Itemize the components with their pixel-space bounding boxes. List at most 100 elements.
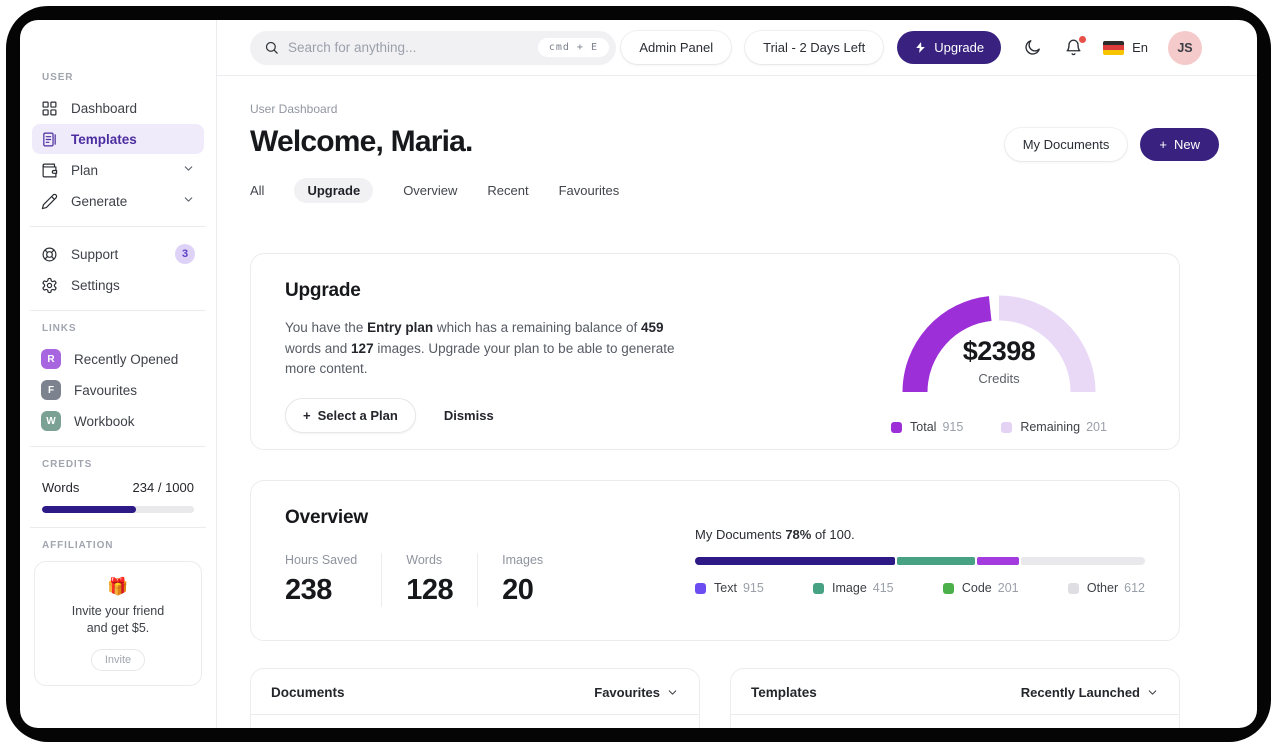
stat-words: Words 128 bbox=[381, 553, 477, 607]
topbar-right: Admin Panel Trial - 2 Days Left Upgrade … bbox=[621, 30, 1202, 65]
overview-card-title: Overview bbox=[285, 507, 368, 528]
gauge-value: $2398 bbox=[962, 336, 1036, 366]
bottom-cards: Documents Favourites Untitled Document i… bbox=[250, 668, 1180, 728]
upgrade-card-title: Upgrade bbox=[285, 280, 361, 301]
stat-hours-saved: Hours Saved 238 bbox=[285, 553, 358, 606]
documents-filter-label: Favourites bbox=[594, 685, 660, 700]
legend-remaining: Remaining 201 bbox=[1001, 420, 1107, 434]
documents-card-header: Documents Favourites bbox=[251, 669, 699, 715]
sidebar-link-workbook[interactable]: W Workbook bbox=[32, 406, 204, 436]
affiliation-line2: and get $5. bbox=[86, 621, 150, 635]
gauge-chart: $2398 Credits bbox=[884, 280, 1114, 405]
wallet-icon bbox=[41, 162, 58, 179]
sidebar-section-user: USER bbox=[42, 72, 74, 83]
app-window: USER Dashboard Templates Plan Generate S… bbox=[20, 20, 1257, 728]
divider bbox=[30, 446, 206, 447]
new-button[interactable]: + New bbox=[1140, 128, 1219, 161]
germany-flag-icon bbox=[1103, 40, 1125, 55]
sidebar-section-links: LINKS bbox=[42, 323, 77, 334]
template-list-item[interactable]: Blog Post Title in Workbook bbox=[731, 715, 1179, 728]
documents-progress-bar bbox=[695, 557, 1145, 565]
select-plan-button[interactable]: + Select a Plan bbox=[285, 397, 416, 433]
page-content: User Dashboard Welcome, Maria. My Docume… bbox=[217, 76, 1257, 728]
sidebar-link-recently-opened[interactable]: R Recently Opened bbox=[32, 344, 204, 374]
language-label: En bbox=[1132, 40, 1148, 55]
link-initial-badge: R bbox=[41, 349, 61, 369]
legend-total: Total 915 bbox=[891, 420, 963, 434]
legend-swatch bbox=[942, 582, 954, 594]
sidebar-item-plan[interactable]: Plan bbox=[32, 155, 204, 185]
tab-all[interactable]: All bbox=[250, 182, 265, 198]
upgrade-button-label: Upgrade bbox=[934, 40, 985, 55]
select-plan-label: Select a Plan bbox=[317, 407, 398, 423]
breadcrumb: User Dashboard bbox=[250, 102, 338, 116]
documents-card-title: Documents bbox=[271, 685, 345, 700]
documents-filter-dropdown[interactable]: Favourites bbox=[594, 685, 679, 700]
bar-segment-text bbox=[695, 557, 895, 565]
affiliation-text: Invite your friend and get $5. bbox=[45, 603, 191, 637]
search-bar[interactable]: cmd + E bbox=[250, 30, 616, 65]
sidebar-item-label: Templates bbox=[71, 131, 137, 147]
templates-card-header: Templates Recently Launched bbox=[731, 669, 1179, 715]
avatar[interactable]: JS bbox=[1168, 30, 1202, 65]
notifications-button[interactable] bbox=[1064, 36, 1087, 57]
sidebar-item-label: Plan bbox=[71, 162, 99, 178]
overview-card: Overview Hours Saved 238 Words 128 Image… bbox=[250, 480, 1180, 641]
upgrade-card: Upgrade You have the Entry plan which ha… bbox=[250, 253, 1180, 450]
moon-icon bbox=[1025, 40, 1040, 55]
sidebar-link-favourites[interactable]: F Favourites bbox=[32, 375, 204, 405]
templates-card-title: Templates bbox=[751, 685, 817, 700]
topbar: cmd + E Admin Panel Trial - 2 Days Left … bbox=[217, 20, 1257, 76]
trial-badge-button[interactable]: Trial - 2 Days Left bbox=[745, 31, 884, 64]
tab-favourites[interactable]: Favourites bbox=[558, 182, 620, 198]
link-initial-badge: F bbox=[41, 380, 61, 400]
grid-icon bbox=[41, 100, 58, 117]
credits-value: 234 / 1000 bbox=[132, 480, 194, 495]
invite-button[interactable]: Invite bbox=[90, 649, 146, 671]
overview-left: Overview Hours Saved 238 Words 128 Image… bbox=[285, 507, 567, 614]
documents-card: Documents Favourites Untitled Document i… bbox=[250, 668, 700, 728]
document-list-item[interactable]: Untitled Document in Workbook bbox=[251, 715, 699, 728]
sidebar-item-dashboard[interactable]: Dashboard bbox=[32, 93, 204, 123]
templates-filter-dropdown[interactable]: Recently Launched bbox=[1021, 685, 1159, 700]
sidebar-item-support[interactable]: Support 3 bbox=[32, 239, 204, 269]
my-documents-button[interactable]: My Documents bbox=[1004, 128, 1128, 161]
language-selector[interactable]: En bbox=[1103, 40, 1148, 55]
sidebar-item-templates[interactable]: Templates bbox=[32, 124, 204, 154]
dark-mode-toggle[interactable] bbox=[1023, 38, 1042, 57]
tab-upgrade[interactable]: Upgrade bbox=[294, 177, 374, 203]
admin-panel-button[interactable]: Admin Panel bbox=[621, 31, 732, 64]
bell-icon bbox=[1066, 39, 1081, 56]
legend-image: Image 415 bbox=[813, 581, 894, 595]
sidebar-section-credits: CREDITS bbox=[42, 459, 93, 470]
sidebar-item-settings[interactable]: Settings bbox=[32, 270, 204, 300]
gift-icon: 🎁 bbox=[107, 577, 129, 596]
sidebar-item-label: Dashboard bbox=[71, 100, 138, 116]
gauge-center: $2398 Credits bbox=[884, 336, 1114, 386]
templates-card: Templates Recently Launched Blog Post Ti… bbox=[730, 668, 1180, 728]
sidebar-item-generate[interactable]: Generate bbox=[32, 186, 204, 216]
sidebar-item-label: Generate bbox=[71, 193, 128, 209]
overview-legend: Text 915 Image 415 Code 201 Other 612 bbox=[695, 581, 1145, 595]
tab-overview[interactable]: Overview bbox=[403, 182, 458, 198]
templates-filter-label: Recently Launched bbox=[1020, 685, 1140, 700]
dismiss-button[interactable]: Dismiss bbox=[443, 407, 494, 423]
divider bbox=[30, 527, 206, 528]
credits-name: Words bbox=[42, 480, 80, 495]
chevron-down-icon bbox=[1148, 690, 1157, 695]
legend-swatch bbox=[813, 582, 825, 594]
pencil-icon bbox=[41, 193, 58, 210]
gear-icon bbox=[41, 277, 58, 294]
legend-code: Code 201 bbox=[942, 581, 1019, 595]
header-actions: My Documents + New bbox=[1004, 128, 1219, 161]
sidebar-section-affiliation: AFFILIATION bbox=[42, 540, 114, 551]
bar-segment-other bbox=[1020, 557, 1145, 565]
tab-recent[interactable]: Recent bbox=[487, 182, 529, 198]
keyboard-shortcut-badge: cmd + E bbox=[537, 38, 609, 57]
upgrade-button[interactable]: Upgrade bbox=[897, 31, 1002, 64]
legend-swatch bbox=[695, 582, 706, 594]
search-input[interactable] bbox=[288, 40, 538, 55]
stat-images: Images 20 bbox=[477, 553, 567, 607]
lightning-icon bbox=[916, 42, 926, 53]
affiliation-card: 🎁 Invite your friend and get $5. Invite bbox=[34, 561, 202, 686]
